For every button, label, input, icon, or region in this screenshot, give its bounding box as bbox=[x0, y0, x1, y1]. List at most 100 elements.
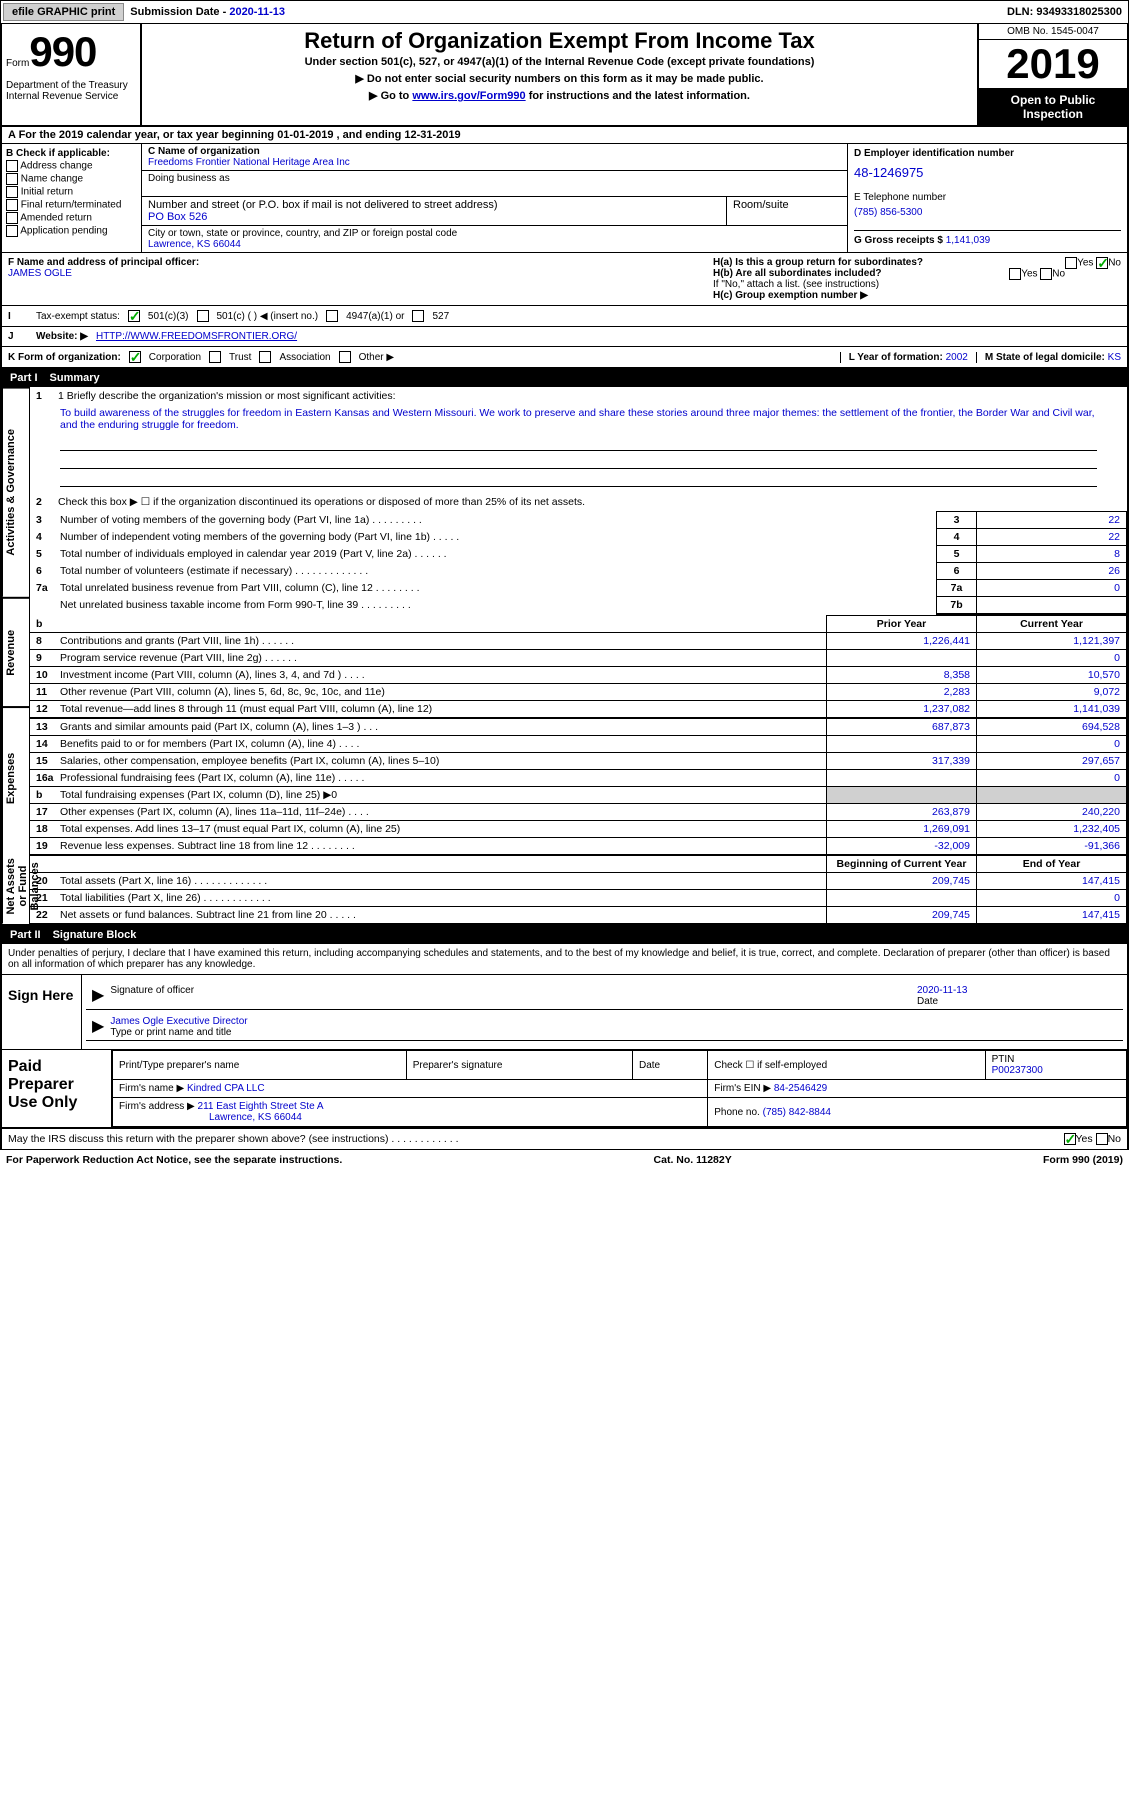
table-row: 14Benefits paid to or for members (Part … bbox=[30, 736, 1127, 753]
section-labels: Activities & Governance Revenue Expenses… bbox=[2, 387, 30, 924]
row-a-tax-year: A For the 2019 calendar year, or tax yea… bbox=[0, 127, 1129, 144]
firm-phone-cell: Phone no. (785) 842-8844 bbox=[708, 1098, 1127, 1127]
opt-assoc: Association bbox=[279, 352, 330, 363]
check-4947[interactable] bbox=[326, 310, 338, 322]
website-j: J bbox=[8, 331, 28, 342]
officer-printed-name: James Ogle Executive Director bbox=[110, 1016, 247, 1027]
column-d-ein: D Employer identification number 48-1246… bbox=[847, 144, 1127, 252]
firm-city: Lawrence, KS 66044 bbox=[209, 1112, 302, 1123]
instr2-post: for instructions and the latest informat… bbox=[526, 90, 750, 102]
gross-label: G Gross receipts $ bbox=[854, 235, 946, 246]
table-row: 17Other expenses (Part IX, column (A), l… bbox=[30, 804, 1127, 821]
table-row: 6Total number of volunteers (estimate if… bbox=[30, 563, 1127, 580]
officer-right: H(a) Is this a group return for subordin… bbox=[707, 253, 1127, 305]
prep-name-label: Print/Type preparer's name bbox=[113, 1051, 407, 1080]
label-expenses: Expenses bbox=[2, 706, 30, 849]
firm-name-label: Firm's name ▶ bbox=[119, 1083, 184, 1094]
header-left: Form990 Department of the Treasury Inter… bbox=[2, 24, 142, 125]
footer-left: For Paperwork Reduction Act Notice, see … bbox=[6, 1154, 342, 1166]
discuss-no-check[interactable] bbox=[1096, 1133, 1108, 1145]
tax-exempt-row: I Tax-exempt status: 501(c)(3) 501(c) ( … bbox=[0, 306, 1129, 327]
discuss-text: May the IRS discuss this return with the… bbox=[8, 1133, 459, 1145]
column-c-org-info: C Name of organization Freedoms Frontier… bbox=[142, 144, 847, 252]
check-address-change[interactable]: Address change bbox=[6, 160, 137, 172]
firm-addr: 211 East Eighth Street Ste A bbox=[198, 1101, 324, 1112]
hb-yes: Yes bbox=[1021, 269, 1037, 280]
check-association[interactable] bbox=[259, 351, 271, 363]
l-value: 2002 bbox=[946, 352, 968, 363]
irs-link[interactable]: www.irs.gov/Form990 bbox=[412, 90, 525, 102]
table-row: Beginning of Current YearEnd of Year bbox=[30, 855, 1127, 873]
address-label: Number and street (or P.O. box if mail i… bbox=[148, 199, 720, 211]
m-state: M State of legal domicile: KS bbox=[976, 352, 1121, 363]
hb-label: H(b) Are all subordinates included? bbox=[713, 268, 882, 279]
revenue-table: bPrior YearCurrent Year8Contributions an… bbox=[30, 615, 1127, 924]
dln-value: 93493318025300 bbox=[1036, 6, 1122, 18]
ha-row: H(a) Is this a group return for subordin… bbox=[713, 257, 1121, 268]
officer-row: F Name and address of principal officer:… bbox=[0, 253, 1129, 306]
check-final-return[interactable]: Final return/terminated bbox=[6, 199, 137, 211]
firm-ein: 84-2546429 bbox=[774, 1083, 827, 1094]
city-cell: City or town, state or province, country… bbox=[142, 226, 847, 252]
part2-title: Signature Block bbox=[53, 929, 137, 941]
hb-row: H(b) Are all subordinates included? Yes … bbox=[713, 268, 1121, 279]
dba-label: Doing business as bbox=[148, 173, 841, 184]
submission-date: 2020-11-13 bbox=[229, 6, 285, 18]
org-name: Freedoms Frontier National Heritage Area… bbox=[148, 157, 841, 168]
website-link[interactable]: HTTP://WWW.FREEDOMSFRONTIER.ORG/ bbox=[96, 331, 297, 342]
header-right: OMB No. 1545-0047 2019 Open to Public In… bbox=[977, 24, 1127, 125]
table-row: 21Total liabilities (Part X, line 26) . … bbox=[30, 890, 1127, 907]
dln: DLN: 93493318025300 bbox=[1007, 6, 1128, 18]
discuss-yes-check[interactable] bbox=[1064, 1133, 1076, 1145]
check-amended-return[interactable]: Amended return bbox=[6, 212, 137, 224]
firm-ein-label: Firm's EIN ▶ bbox=[714, 1083, 771, 1094]
l-year: L Year of formation: 2002 bbox=[840, 352, 968, 363]
officer-name: JAMES OGLE bbox=[8, 268, 701, 279]
check-label-1: Name change bbox=[21, 174, 83, 185]
table-row: 22Net assets or fund balances. Subtract … bbox=[30, 907, 1127, 924]
check-label-3: Final return/terminated bbox=[21, 200, 122, 211]
open-public-badge: Open to Public Inspection bbox=[979, 89, 1127, 125]
check-self-employed: Check ☐ if self-employed bbox=[708, 1051, 985, 1080]
opt-4947: 4947(a)(1) or bbox=[346, 311, 404, 322]
label-revenue: Revenue bbox=[2, 597, 30, 707]
check-name-change[interactable]: Name change bbox=[6, 173, 137, 185]
hb-no: No bbox=[1052, 269, 1065, 280]
check-corporation[interactable] bbox=[129, 351, 141, 363]
table-row: 3Number of voting members of the governi… bbox=[30, 512, 1127, 529]
table-row: 12Total revenue—add lines 8 through 11 (… bbox=[30, 701, 1127, 719]
check-527[interactable] bbox=[412, 310, 424, 322]
check-initial-return[interactable]: Initial return bbox=[6, 186, 137, 198]
submission-date-label: Submission Date - bbox=[130, 6, 229, 18]
discuss-no: No bbox=[1108, 1133, 1121, 1145]
discuss-yes: Yes bbox=[1076, 1133, 1093, 1145]
ha-label: H(a) Is this a group return for subordin… bbox=[713, 257, 923, 268]
column-b-checkboxes: B Check if applicable: Address change Na… bbox=[2, 144, 142, 252]
hb-note: If "No," attach a list. (see instruction… bbox=[713, 279, 1121, 290]
row-a-text: A For the 2019 calendar year, or tax yea… bbox=[8, 129, 461, 141]
mission-label-text: 1 Briefly describe the organization's mi… bbox=[58, 390, 396, 402]
firm-phone: (785) 842-8844 bbox=[763, 1107, 831, 1118]
table-row: 8Contributions and grants (Part VIII, li… bbox=[30, 633, 1127, 650]
check-other[interactable] bbox=[339, 351, 351, 363]
address-value: PO Box 526 bbox=[148, 211, 720, 223]
firm-phone-label: Phone no. bbox=[714, 1107, 762, 1118]
check-application-pending[interactable]: Application pending bbox=[6, 225, 137, 237]
address-cell: Number and street (or P.O. box if mail i… bbox=[142, 197, 727, 225]
hc-label: H(c) Group exemption number ▶ bbox=[713, 290, 868, 301]
check-trust[interactable] bbox=[209, 351, 221, 363]
part1-title: Summary bbox=[50, 372, 100, 384]
table-row: Net unrelated business taxable income fr… bbox=[30, 597, 1127, 615]
city-value: Lawrence, KS 66044 bbox=[148, 239, 841, 250]
efile-button[interactable]: efile GRAPHIC print bbox=[3, 3, 124, 21]
arrow-icon: ▶ bbox=[92, 985, 104, 1007]
check-501c3[interactable] bbox=[128, 310, 140, 322]
table-row: bPrior YearCurrent Year bbox=[30, 616, 1127, 633]
label-netassets: Net Assets or Fund Balances bbox=[2, 849, 30, 924]
check-501c[interactable] bbox=[197, 310, 209, 322]
table-row: 9Program service revenue (Part VIII, lin… bbox=[30, 650, 1127, 667]
header-center: Return of Organization Exempt From Incom… bbox=[142, 24, 977, 125]
paid-preparer-label: Paid Preparer Use Only bbox=[2, 1050, 112, 1127]
sig-officer-line: ▶ Signature of officer 2020-11-13Date bbox=[86, 983, 1123, 1010]
sig-date: 2020-11-13 bbox=[917, 985, 967, 996]
